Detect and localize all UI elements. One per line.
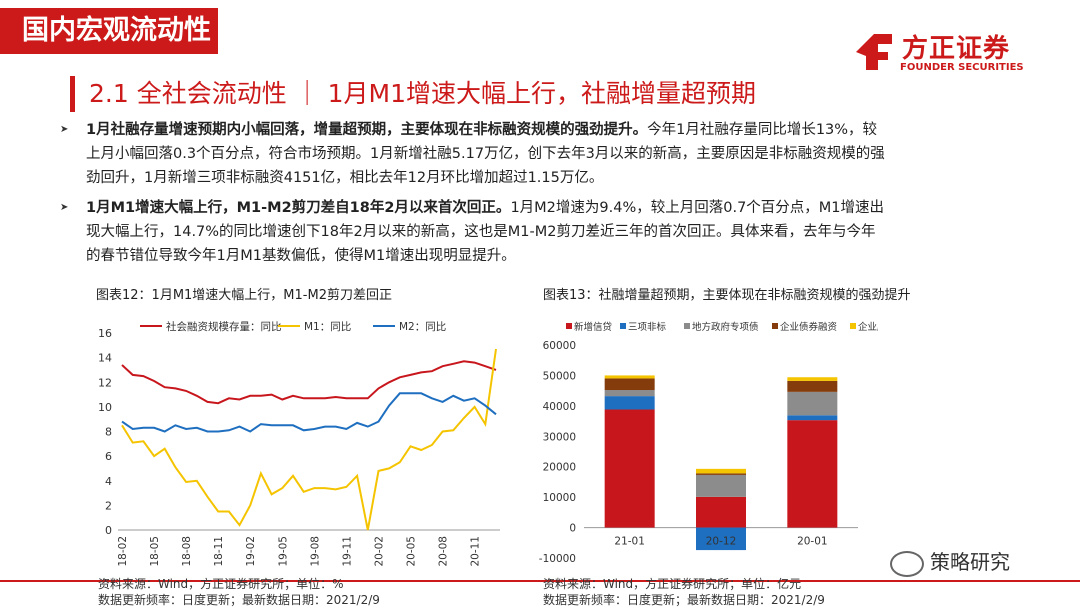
- logo-text-cn: 方正证券: [902, 34, 1011, 64]
- page-title: 2.1 全社会流动性 ｜ 1月M1增速大幅上行，社融增量超预期: [70, 76, 1010, 112]
- y-tick-label-12: 12: [98, 376, 112, 389]
- y-tick-label--10000: -10000: [539, 553, 576, 565]
- fig12-title: 图表12：1月M1增速大幅上行，M1-M2剪刀差回正: [96, 288, 392, 303]
- m1-m2-line-chart: 0 2 4 6 8 10 12 14 16 18-02 18-05 18-08 18-11 19-02 19…: [98, 320, 500, 567]
- legend-label-4: 企业债券融资: [780, 321, 838, 333]
- x-tick-label-18-08: 18-08: [181, 536, 193, 567]
- bar-20-12-3: [696, 474, 746, 497]
- y-tick-label-40000: 40000: [543, 401, 576, 413]
- category-label-21-01: 21-01: [614, 536, 645, 548]
- bar-20-01-4: [787, 380, 838, 392]
- legend-swatch-5: [850, 323, 856, 329]
- legend-swatch-2: [620, 323, 626, 329]
- legend-label-3: M2：同比: [399, 320, 446, 333]
- bullet-1-line1: 今年1月社融存量同比增长13%，较: [647, 122, 878, 138]
- legend-label-1: 社会融资规模存量：同比: [166, 320, 282, 333]
- legend-label-3: 地方政府专项债: [692, 321, 759, 333]
- founder-logo-icon: [856, 34, 892, 70]
- bullet-1-line3: 劲回升，1月新增三项非标融资4151亿，相比去年12月环比增加超过1.15万亿。: [86, 170, 604, 186]
- bar-21-01-2: [604, 396, 655, 410]
- fig12-footer: 资料来源：Wind，方正证券研究所；单位：% 数据更新频率：日度更新；最新数据日…: [98, 576, 380, 608]
- series-line-3: [121, 392, 497, 433]
- legend-swatch-1: [566, 323, 572, 329]
- y-tick-label-0: 0: [569, 523, 576, 535]
- y-tick-label-4: 4: [105, 475, 112, 488]
- bar-20-01-3: [787, 391, 838, 416]
- legend-swatch-3: [684, 323, 690, 329]
- y-tick-label-10: 10: [98, 401, 112, 414]
- bullet-2-line3: 的春节错位导致今年1月M1基数偏低，使得M1增速出现明显提升。: [86, 248, 516, 264]
- bar-20-01-2: [787, 415, 838, 421]
- bullet-2-line2: 现大幅上行，14.7%的同比增速创下18年2月以来的新高，这也是M1-M2剪刀差…: [86, 224, 876, 240]
- y-tick-label-20000: 20000: [543, 462, 576, 474]
- fig12-source: 资料来源：Wind，方正证券研究所；单位：%: [98, 577, 344, 591]
- y-tick-label-16: 16: [98, 327, 112, 340]
- y-tick-label-30000: 30000: [543, 431, 576, 443]
- series-line-1: [121, 360, 497, 405]
- category-label-20-01: 20-01: [797, 536, 828, 548]
- fig13-update: 数据更新频率：日度更新；最新数据日期：2021/2/9: [543, 593, 825, 607]
- y-tick-label-8: 8: [105, 426, 112, 439]
- bar-20-12-4: [696, 473, 746, 475]
- company-logo: 方正证券 FOUNDER SECURITIES: [852, 30, 1052, 78]
- bullet-arrow-icon: ➤: [60, 202, 69, 213]
- bar-20-12-5: [696, 468, 746, 474]
- x-tick-label-18-05: 18-05: [149, 536, 161, 567]
- logo-text-en: FOUNDER SECURITIES: [900, 62, 1024, 73]
- fig13-source: 资料来源：Wind，方正证券研究所；单位：亿元: [543, 577, 802, 591]
- x-tick-label-20-05: 20-05: [406, 536, 418, 567]
- bar-20-12-2: [696, 527, 746, 551]
- fig12-update: 数据更新频率：日度更新；最新数据日期：2021/2/9: [98, 593, 380, 607]
- x-tick-label-19-05: 19-05: [277, 536, 289, 567]
- series-line-2: [121, 348, 497, 531]
- fig13-footer: 资料来源：Wind，方正证券研究所；单位：亿元 数据更新频率：日度更新；最新数据…: [543, 576, 825, 608]
- bullet-2-line1: 1月M2增速为9.4%，较上月回落0.7个百分点，M1增速出: [510, 200, 885, 216]
- bullet-arrow-icon: ➤: [60, 124, 69, 135]
- x-tick-label-19-02: 19-02: [245, 536, 257, 567]
- bullet-1-bold: 1月社融存量增速预期内小幅回落，增量超预期，主要体现在非标融资规模的强劲提升。: [86, 122, 648, 138]
- y-tick-label-60000: 60000: [543, 340, 576, 352]
- bullet-2-bold: 1月M1增速大幅上行，M1-M2剪刀差自18年2月以来首次回正。: [86, 200, 511, 216]
- x-tick-label-18-02: 18-02: [117, 536, 129, 567]
- y-tick-label-0: 0: [105, 524, 112, 537]
- category-label-20-12: 20-12: [706, 536, 737, 548]
- fig13-title: 图表13：社融增量超预期，主要体现在非标融资规模的强劲提升: [543, 288, 911, 303]
- y-tick-label-14: 14: [98, 352, 112, 365]
- social-financing-bar-chart: -10000 0 10000 20000 30000 40000 50000 60000 21-…: [539, 321, 878, 565]
- y-tick-label-6: 6: [105, 450, 112, 463]
- footer-divider: [0, 580, 1080, 582]
- legend-swatch-4: [772, 323, 778, 329]
- legend-label-1: 新增信贷: [574, 321, 612, 333]
- y-tick-label-10000: 10000: [543, 492, 576, 504]
- bar-21-01-3: [604, 390, 655, 397]
- x-tick-label-19-08: 19-08: [309, 536, 321, 567]
- y-tick-label-50000: 50000: [543, 370, 576, 382]
- bar-20-01-5: [787, 377, 838, 381]
- watermark-text: 策略研究: [930, 550, 1010, 574]
- bar-21-01-1: [604, 409, 655, 528]
- wechat-icon: [890, 550, 924, 577]
- bar-20-12-1: [696, 496, 746, 528]
- x-tick-label-20-08: 20-08: [438, 536, 450, 567]
- page-title-text: 2.1 全社会流动性 ｜ 1月M1增速大幅上行，社融增量超预期: [89, 79, 756, 108]
- legend-label-5: 企业股票融资: [858, 321, 878, 333]
- bar-21-01-4: [604, 378, 655, 391]
- y-tick-label-2: 2: [105, 499, 112, 512]
- bar-21-01-5: [604, 375, 655, 379]
- bar-20-01-1: [787, 420, 838, 528]
- bullet-1-line2: 上月小幅回落0.3个百分点，符合市场预期。1月新增社融5.17万亿，创下去年3月…: [86, 146, 885, 162]
- x-tick-label-19-11: 19-11: [341, 536, 353, 567]
- legend-label-2: M1：同比: [304, 320, 351, 333]
- x-tick-label-20-11: 20-11: [470, 536, 482, 567]
- legend-label-2: 三项非标: [628, 321, 667, 333]
- watermark: 策略研究: [890, 546, 1010, 577]
- x-tick-label-18-11: 18-11: [213, 536, 225, 567]
- section-tag: 国内宏观流动性: [0, 8, 218, 54]
- x-tick-label-20-02: 20-02: [373, 536, 385, 567]
